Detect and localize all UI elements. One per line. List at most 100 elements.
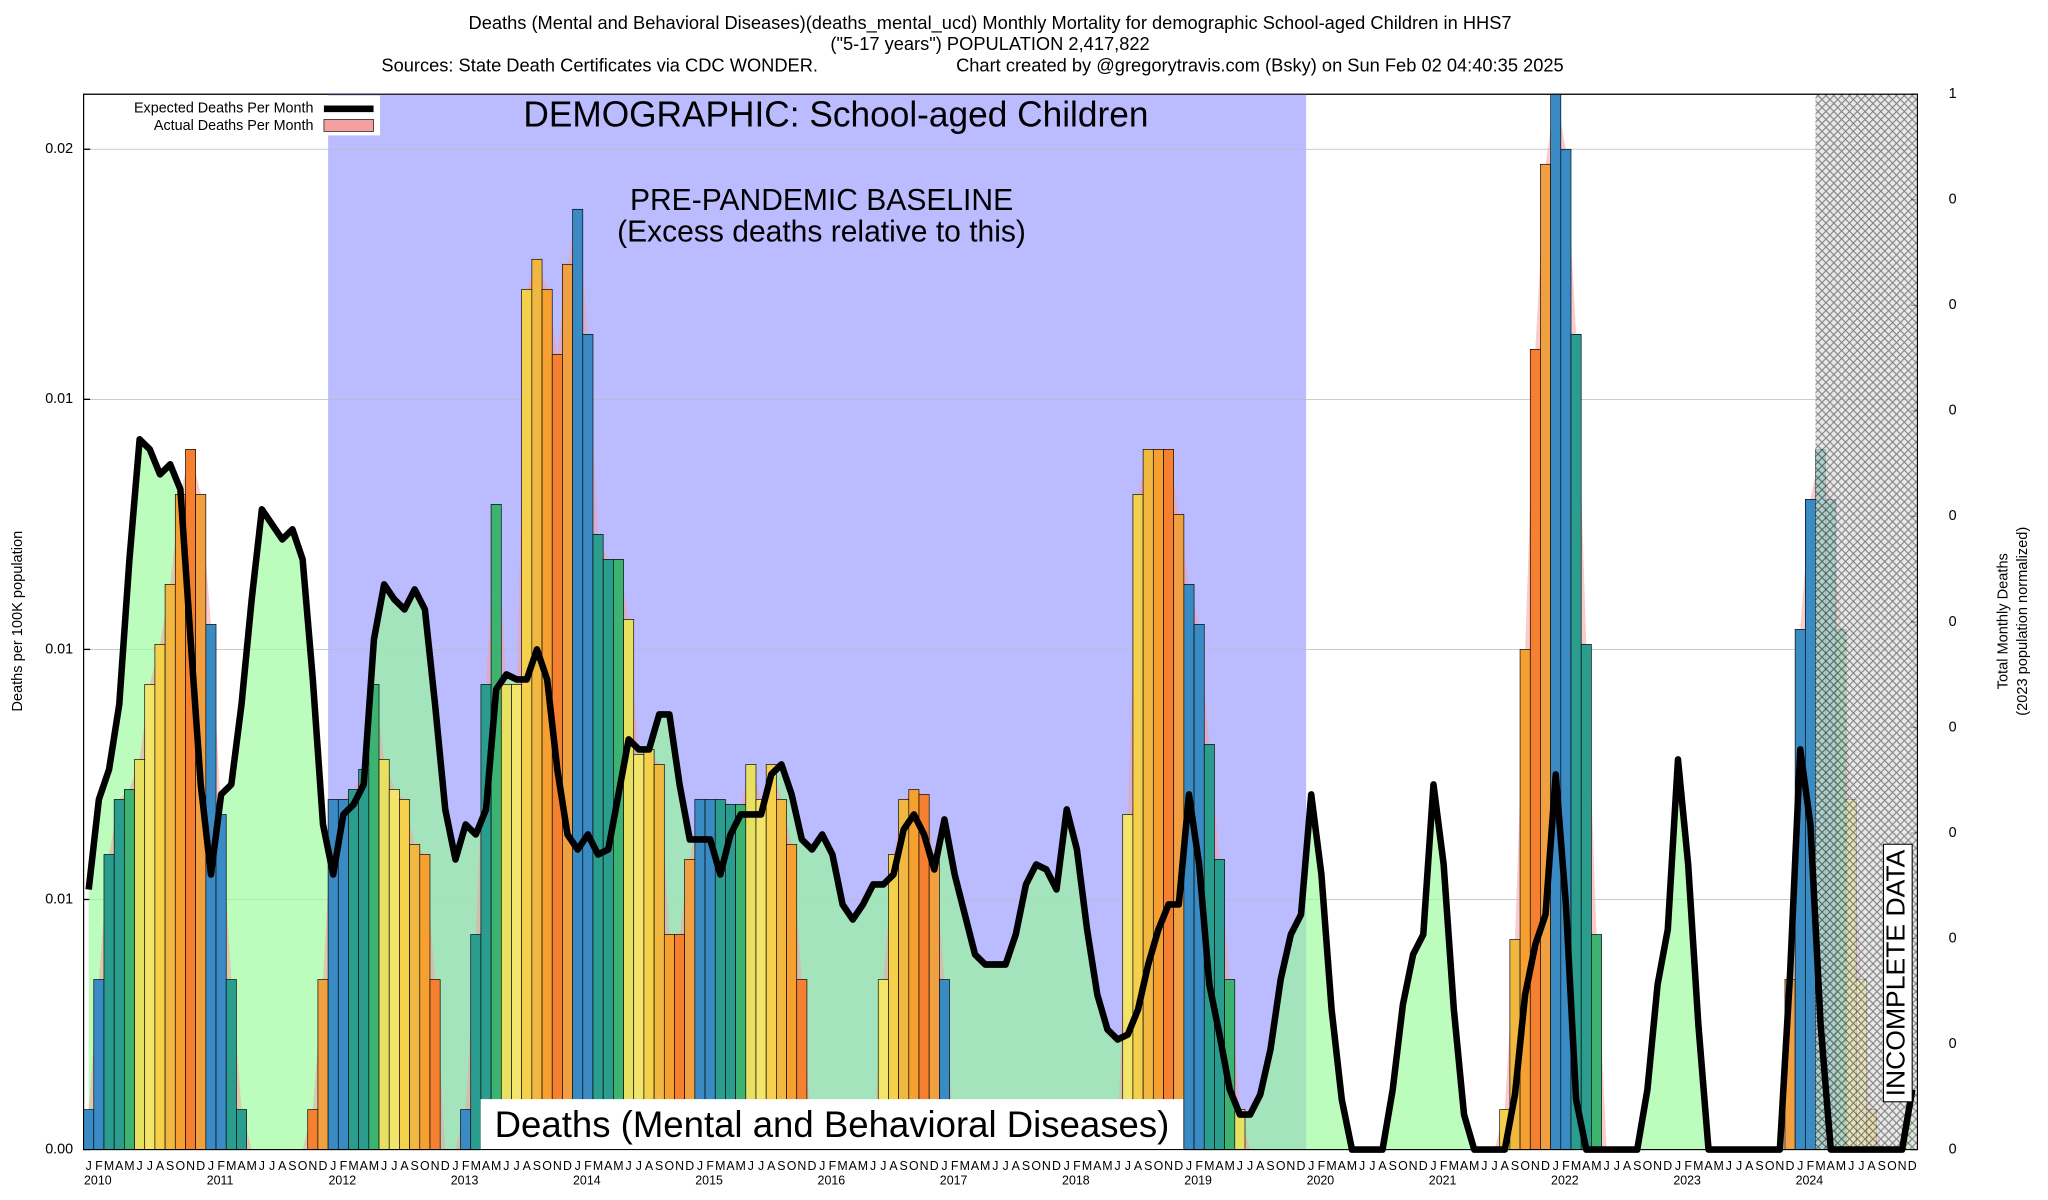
x-tick-label: S bbox=[1511, 1159, 1519, 1173]
x-tick-label: A bbox=[1012, 1159, 1021, 1173]
x-tick-label: J bbox=[1481, 1159, 1487, 1173]
y2-tick-label: 0 bbox=[1949, 192, 1957, 208]
plot-frame bbox=[83, 93, 1918, 1151]
bar bbox=[572, 208, 584, 1150]
x-tick-label: A bbox=[1745, 1159, 1754, 1173]
bar bbox=[368, 684, 380, 1150]
y-tick-label: 0.01 bbox=[45, 391, 73, 407]
y-tick-label: 0.01 bbox=[45, 891, 73, 907]
x-tick-label: A bbox=[849, 1159, 858, 1173]
x-tick-label: F bbox=[1318, 1159, 1326, 1173]
bar bbox=[205, 624, 217, 1150]
x-tick-label: S bbox=[533, 1159, 541, 1173]
y2-tick-label: 1 bbox=[1949, 86, 1957, 102]
source: Sources: State Death Certificates via CD… bbox=[381, 54, 818, 75]
annotation: DEMOGRAPHIC: School-aged Children bbox=[523, 94, 1148, 134]
x-tick-label: M bbox=[736, 1159, 746, 1173]
legend-label: Expected Deaths Per Month bbox=[134, 101, 313, 117]
bar bbox=[103, 854, 115, 1150]
x-tick-label: J bbox=[1553, 1159, 1559, 1173]
x-tick-label: N bbox=[797, 1159, 806, 1173]
credit: Chart created by @gregorytravis.com (Bsk… bbox=[956, 54, 1564, 75]
bar bbox=[154, 644, 166, 1150]
y2-tick-label: 0 bbox=[1949, 1036, 1957, 1052]
x-tick-label: D bbox=[930, 1159, 939, 1173]
x-tick-label: D bbox=[563, 1159, 572, 1173]
x-tick-label: F bbox=[1807, 1159, 1815, 1173]
x-tick-label: M bbox=[837, 1159, 847, 1173]
x-tick-label: J bbox=[1115, 1159, 1121, 1173]
bar bbox=[490, 504, 502, 1150]
x-tick-label: J bbox=[1186, 1159, 1192, 1173]
x-tick-label: M bbox=[1326, 1159, 1336, 1173]
x-tick-label: D bbox=[1908, 1159, 1917, 1173]
x-tick-label: S bbox=[411, 1159, 419, 1173]
year-label: 2024 bbox=[1796, 1174, 1824, 1188]
x-tick-label: A bbox=[1338, 1159, 1347, 1173]
bar bbox=[429, 979, 441, 1150]
x-tick-label: M bbox=[1082, 1159, 1092, 1173]
x-tick-label: N bbox=[675, 1159, 684, 1173]
bar bbox=[1540, 163, 1551, 1150]
x-tick-label: D bbox=[1663, 1159, 1672, 1173]
x-tick-label: A bbox=[971, 1159, 980, 1173]
bar bbox=[755, 799, 767, 1150]
x-tick-label: O bbox=[1887, 1159, 1897, 1173]
x-tick-label: A bbox=[360, 1159, 369, 1173]
x-tick-label: O bbox=[298, 1159, 308, 1173]
bar bbox=[174, 494, 186, 1150]
x-tick-label: D bbox=[808, 1159, 817, 1173]
bar bbox=[388, 789, 400, 1150]
x-tick-label: J bbox=[1247, 1159, 1253, 1173]
bar bbox=[1550, 93, 1562, 1150]
x-tick-label: A bbox=[1215, 1159, 1224, 1173]
bar bbox=[124, 789, 135, 1150]
x-tick-label: A bbox=[278, 1159, 287, 1173]
x-tick-label: F bbox=[1684, 1159, 1692, 1173]
bar bbox=[409, 844, 421, 1150]
x-tick-label: M bbox=[1449, 1159, 1459, 1173]
year-label: 2013 bbox=[451, 1174, 479, 1188]
bar bbox=[1519, 649, 1531, 1150]
x-tick-label: D bbox=[1419, 1159, 1428, 1173]
x-tick-label: A bbox=[1867, 1159, 1876, 1173]
bar bbox=[134, 759, 146, 1150]
x-tick-label: A bbox=[1582, 1159, 1591, 1173]
x-tick-label: F bbox=[829, 1159, 837, 1173]
annotation-box bbox=[1882, 843, 1913, 1103]
y2-axis-label: Total Monthly Deaths bbox=[1995, 553, 2011, 689]
x-tick-label: S bbox=[1266, 1159, 1274, 1173]
x-tick-label: M bbox=[960, 1159, 970, 1173]
x-tick-label: J bbox=[1369, 1159, 1375, 1173]
x-tick-label: N bbox=[308, 1159, 317, 1173]
x-tick-label: J bbox=[1237, 1159, 1243, 1173]
x-tick-label: M bbox=[104, 1159, 114, 1173]
x-tick-label: D bbox=[319, 1159, 328, 1173]
x-tick-label: M bbox=[348, 1159, 358, 1173]
x-tick-label: O bbox=[1276, 1159, 1286, 1173]
x-tick-label: M bbox=[1714, 1159, 1724, 1173]
bar bbox=[531, 258, 543, 1150]
x-tick-label: J bbox=[1002, 1159, 1008, 1173]
x-tick-label: M bbox=[1591, 1159, 1601, 1173]
x-tick-label: A bbox=[1378, 1159, 1387, 1173]
bar bbox=[511, 684, 522, 1150]
x-tick-label: M bbox=[1571, 1159, 1581, 1173]
annotation: INCOMPLETE DATA bbox=[1881, 849, 1911, 1096]
x-tick-label: N bbox=[186, 1159, 195, 1173]
x-tick-label: J bbox=[330, 1159, 336, 1173]
y-tick-label: 0.01 bbox=[45, 641, 73, 657]
x-tick-label: J bbox=[941, 1159, 947, 1173]
x-tick-label: D bbox=[1297, 1159, 1306, 1173]
chart-title: Deaths (Mental and Behavioral Diseases)(… bbox=[469, 12, 1512, 34]
year-label: 2015 bbox=[695, 1174, 723, 1188]
y2-tick-label: 0 bbox=[1949, 1141, 1957, 1157]
bar bbox=[225, 979, 237, 1150]
y2-tick-label: 0 bbox=[1949, 403, 1957, 419]
x-tick-label: F bbox=[1073, 1159, 1081, 1173]
x-tick-label: O bbox=[1643, 1159, 1653, 1173]
x-tick-label: S bbox=[166, 1159, 174, 1173]
bar bbox=[776, 799, 787, 1150]
bar bbox=[215, 814, 227, 1150]
